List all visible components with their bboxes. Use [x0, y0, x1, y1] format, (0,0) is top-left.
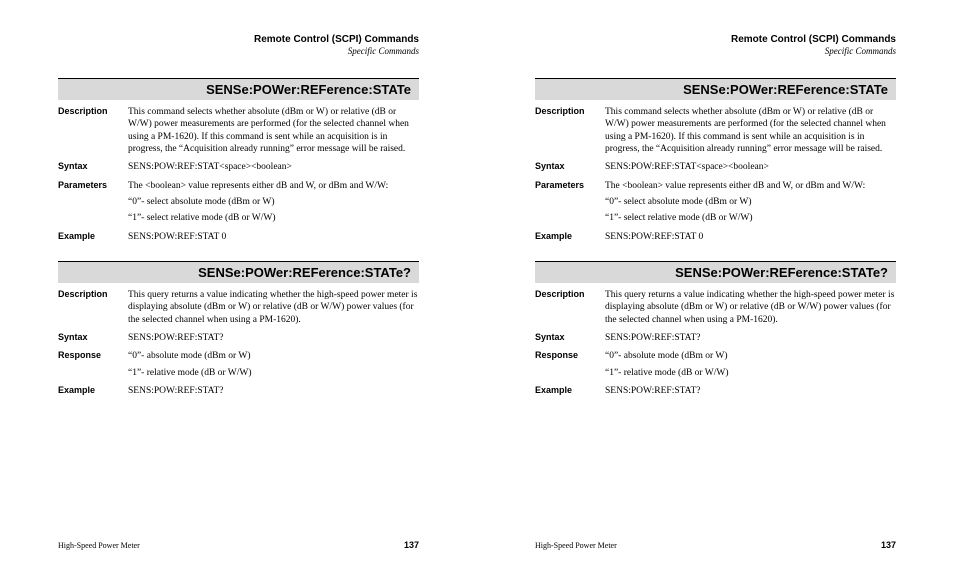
command-block-2: SENSe:POWer:REFerence:STATe? Description… [535, 261, 896, 397]
command-block-1: SENSe:POWer:REFerence:STATe Description … [58, 78, 419, 243]
page-footer: High-Speed Power Meter 137 [58, 540, 419, 550]
command-title: SENSe:POWer:REFerence:STATe? [58, 261, 419, 283]
footer-page-number: 137 [404, 540, 419, 550]
page-right: Remote Control (SCPI) Commands Specific … [477, 0, 954, 580]
example-label: Example [535, 231, 605, 243]
page-left: Remote Control (SCPI) Commands Specific … [0, 0, 477, 580]
command-title: SENSe:POWer:REFerence:STATe [535, 78, 896, 100]
footer-page-number: 137 [881, 540, 896, 550]
param-text-1: The <boolean> value represents either dB… [605, 180, 896, 192]
syntax-text: SENS:POW:REF:STAT<space><boolean> [605, 161, 896, 173]
syntax-label: Syntax [58, 161, 128, 173]
example-text: SENS:POW:REF:STAT? [605, 385, 896, 397]
syntax-text: SENS:POW:REF:STAT? [605, 332, 896, 344]
desc-text: This query returns a value indicating wh… [128, 289, 419, 326]
desc-label: Description [58, 106, 128, 155]
desc-label: Description [58, 289, 128, 326]
desc-text: This query returns a value indicating wh… [605, 289, 896, 326]
param-label: Parameters [535, 180, 605, 192]
example-label: Example [58, 231, 128, 243]
syntax-label: Syntax [535, 161, 605, 173]
header-subtitle: Specific Commands [58, 46, 419, 56]
param-text-2: “0”- select absolute mode (dBm or W) [128, 196, 419, 208]
response-text-2: “1”- relative mode (dB or W/W) [128, 367, 419, 379]
command-block-2: SENSe:POWer:REFerence:STATe? Description… [58, 261, 419, 397]
command-title: SENSe:POWer:REFerence:STATe? [535, 261, 896, 283]
response-text-2: “1”- relative mode (dB or W/W) [605, 367, 896, 379]
command-block-1: SENSe:POWer:REFerence:STATe Description … [535, 78, 896, 243]
param-text-3: “1”- select relative mode (dB or W/W) [605, 212, 896, 224]
example-label: Example [58, 385, 128, 397]
example-label: Example [535, 385, 605, 397]
response-label: Response [535, 350, 605, 362]
param-text-1: The <boolean> value represents either dB… [128, 180, 419, 192]
command-title: SENSe:POWer:REFerence:STATe [58, 78, 419, 100]
example-text: SENS:POW:REF:STAT 0 [605, 231, 896, 243]
header-title: Remote Control (SCPI) Commands [535, 34, 896, 45]
param-label: Parameters [58, 180, 128, 192]
response-text-1: “0”- absolute mode (dBm or W) [605, 350, 896, 362]
example-text: SENS:POW:REF:STAT? [128, 385, 419, 397]
response-text-1: “0”- absolute mode (dBm or W) [128, 350, 419, 362]
desc-label: Description [535, 289, 605, 326]
page-footer: High-Speed Power Meter 137 [535, 540, 896, 550]
example-text: SENS:POW:REF:STAT 0 [128, 231, 419, 243]
header-title: Remote Control (SCPI) Commands [58, 34, 419, 45]
syntax-text: SENS:POW:REF:STAT? [128, 332, 419, 344]
footer-product: High-Speed Power Meter [58, 541, 140, 550]
desc-text: This command selects whether absolute (d… [605, 106, 896, 155]
response-label: Response [58, 350, 128, 362]
syntax-label: Syntax [58, 332, 128, 344]
syntax-label: Syntax [535, 332, 605, 344]
header-subtitle: Specific Commands [535, 46, 896, 56]
desc-text: This command selects whether absolute (d… [128, 106, 419, 155]
param-text-2: “0”- select absolute mode (dBm or W) [605, 196, 896, 208]
desc-label: Description [535, 106, 605, 155]
syntax-text: SENS:POW:REF:STAT<space><boolean> [128, 161, 419, 173]
param-text-3: “1”- select relative mode (dB or W/W) [128, 212, 419, 224]
footer-product: High-Speed Power Meter [535, 541, 617, 550]
